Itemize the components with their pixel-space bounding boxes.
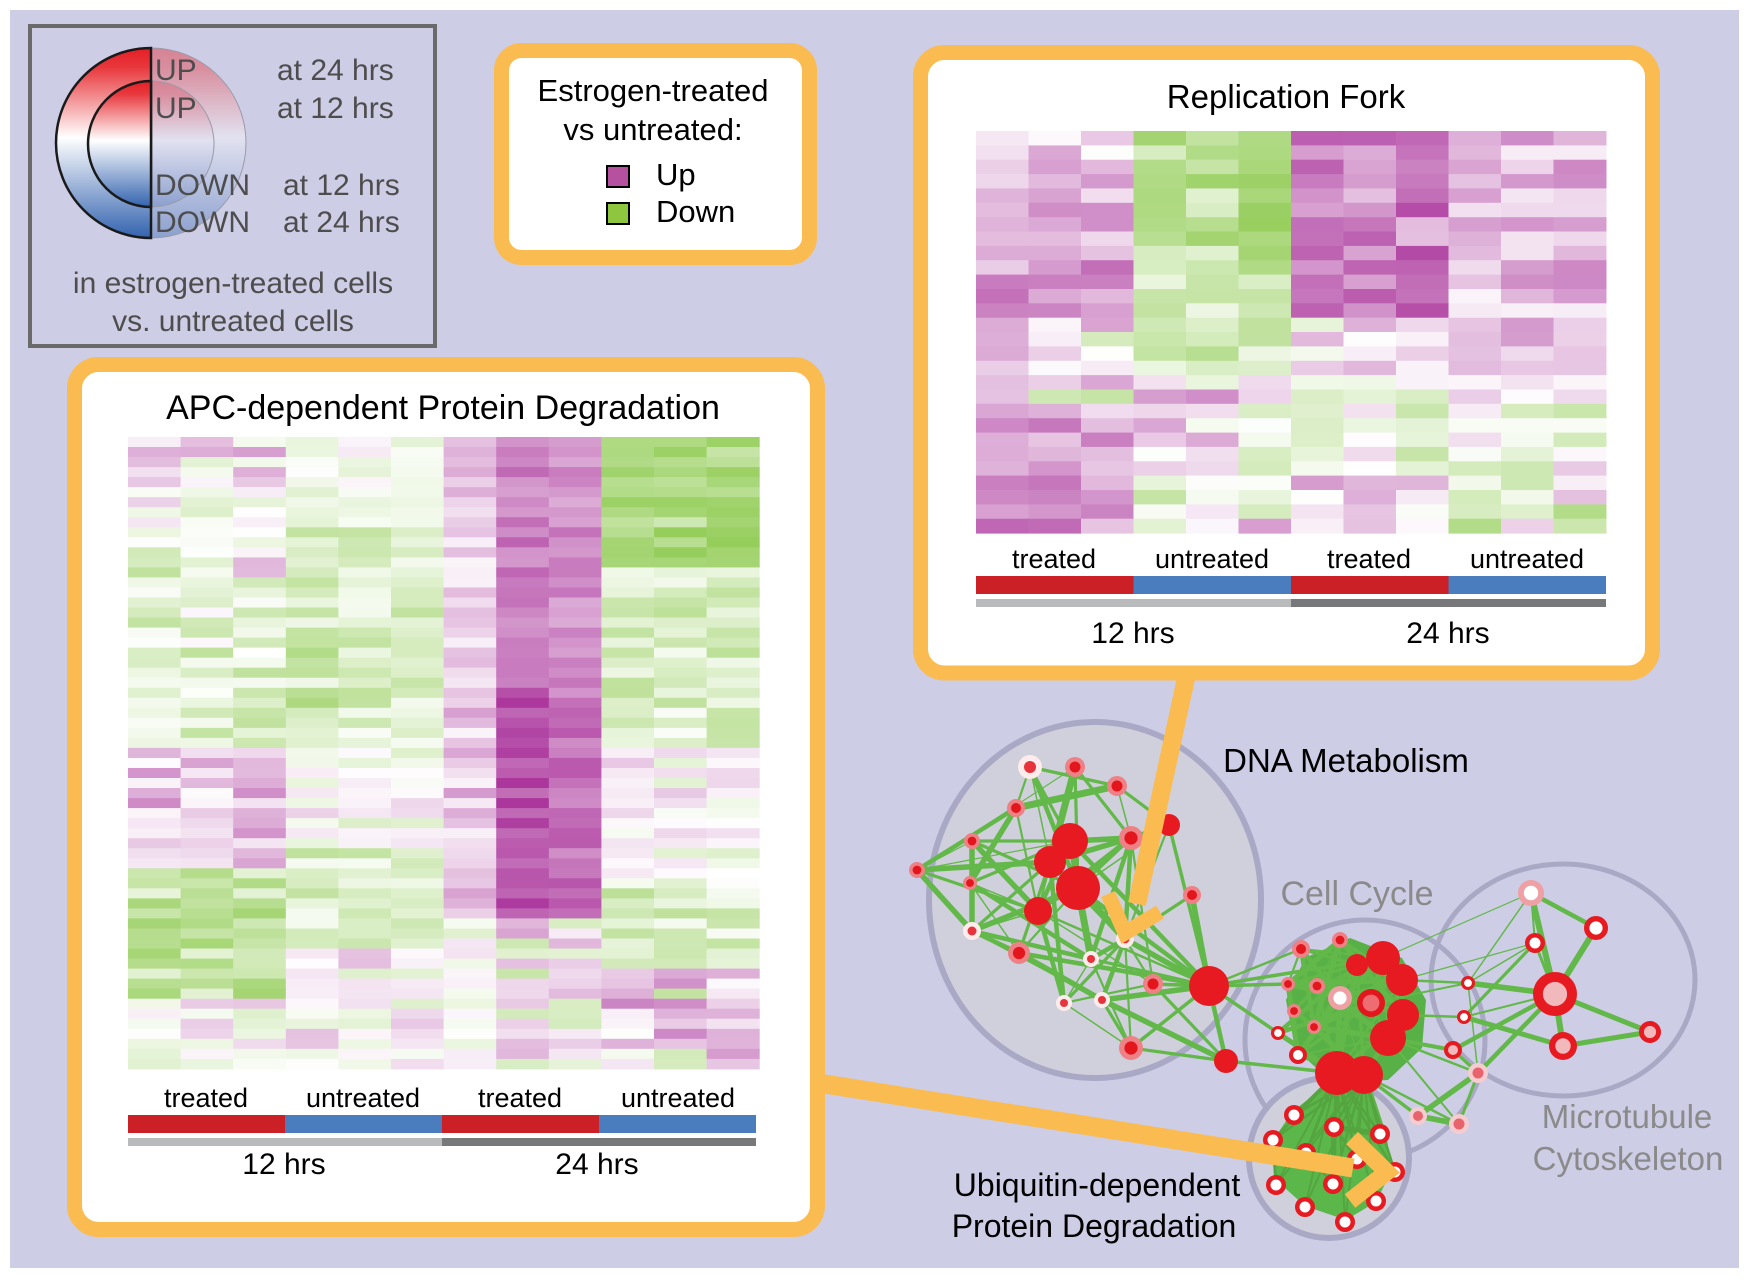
svg-text:treated: treated (164, 1083, 248, 1113)
svg-text:DOWN: DOWN (155, 169, 250, 202)
svg-text:APC-dependent Protein Degradat: APC-dependent Protein Degradation (166, 389, 720, 427)
svg-text:at 12 hrs: at 12 hrs (277, 92, 394, 125)
svg-text:Cell Cycle: Cell Cycle (1280, 875, 1433, 913)
svg-text:Microtubule: Microtubule (1542, 1098, 1713, 1135)
svg-text:Up: Up (656, 157, 696, 192)
svg-text:Replication Fork: Replication Fork (1167, 78, 1406, 115)
svg-text:at 24 hrs: at 24 hrs (283, 206, 400, 239)
svg-text:treated: treated (1327, 544, 1411, 574)
svg-text:Estrogen-treated: Estrogen-treated (538, 73, 769, 108)
svg-text:12 hrs: 12 hrs (242, 1148, 325, 1181)
svg-text:untreated: untreated (1470, 544, 1584, 574)
svg-text:12 hrs: 12 hrs (1091, 617, 1174, 650)
svg-text:UP: UP (155, 92, 197, 125)
svg-text:in estrogen-treated cells: in estrogen-treated cells (73, 267, 393, 300)
svg-text:DNA Metabolism: DNA Metabolism (1223, 742, 1469, 779)
svg-text:Protein Degradation: Protein Degradation (952, 1208, 1237, 1244)
svg-text:Down: Down (656, 194, 735, 229)
svg-text:untreated: untreated (1155, 544, 1269, 574)
svg-text:vs untreated:: vs untreated: (563, 112, 742, 147)
svg-text:Ubiquitin-dependent: Ubiquitin-dependent (954, 1167, 1241, 1203)
svg-text:24 hrs: 24 hrs (555, 1148, 638, 1181)
svg-text:Cytoskeleton: Cytoskeleton (1533, 1140, 1724, 1177)
svg-text:untreated: untreated (621, 1083, 735, 1113)
svg-text:treated: treated (1012, 544, 1096, 574)
svg-text:at 12 hrs: at 12 hrs (283, 169, 400, 202)
svg-text:untreated: untreated (306, 1083, 420, 1113)
svg-text:treated: treated (478, 1083, 562, 1113)
svg-text:at 24 hrs: at 24 hrs (277, 54, 394, 87)
svg-text:UP: UP (155, 54, 197, 87)
svg-text:24 hrs: 24 hrs (1406, 617, 1489, 650)
svg-text:DOWN: DOWN (155, 206, 250, 239)
svg-text:vs. untreated cells: vs. untreated cells (112, 305, 354, 338)
